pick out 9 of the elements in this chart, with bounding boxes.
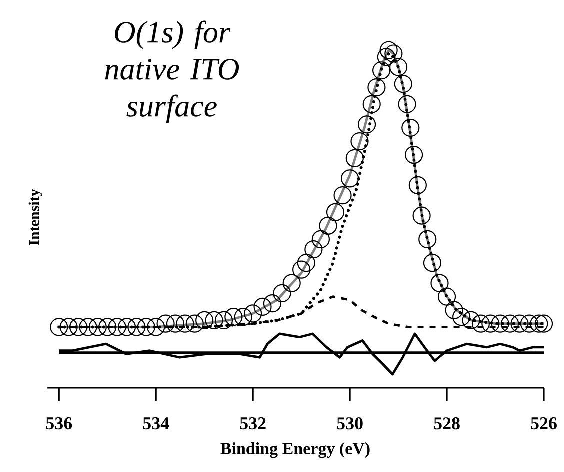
x-tick-label: 528 — [434, 418, 460, 430]
x-tick-label: 532 — [240, 418, 266, 430]
x-axis-title: Binding Energy (eV) — [220, 442, 370, 458]
x-tick-label: 526 — [531, 418, 557, 430]
x-tick-label: 536 — [46, 418, 72, 430]
y-axis-title: Intensity — [28, 189, 42, 246]
chart-title: O(1s) for native ITO surface — [105, 20, 240, 124]
x-tick-label: 534 — [143, 418, 170, 430]
x-tick-label: 530 — [337, 418, 363, 430]
